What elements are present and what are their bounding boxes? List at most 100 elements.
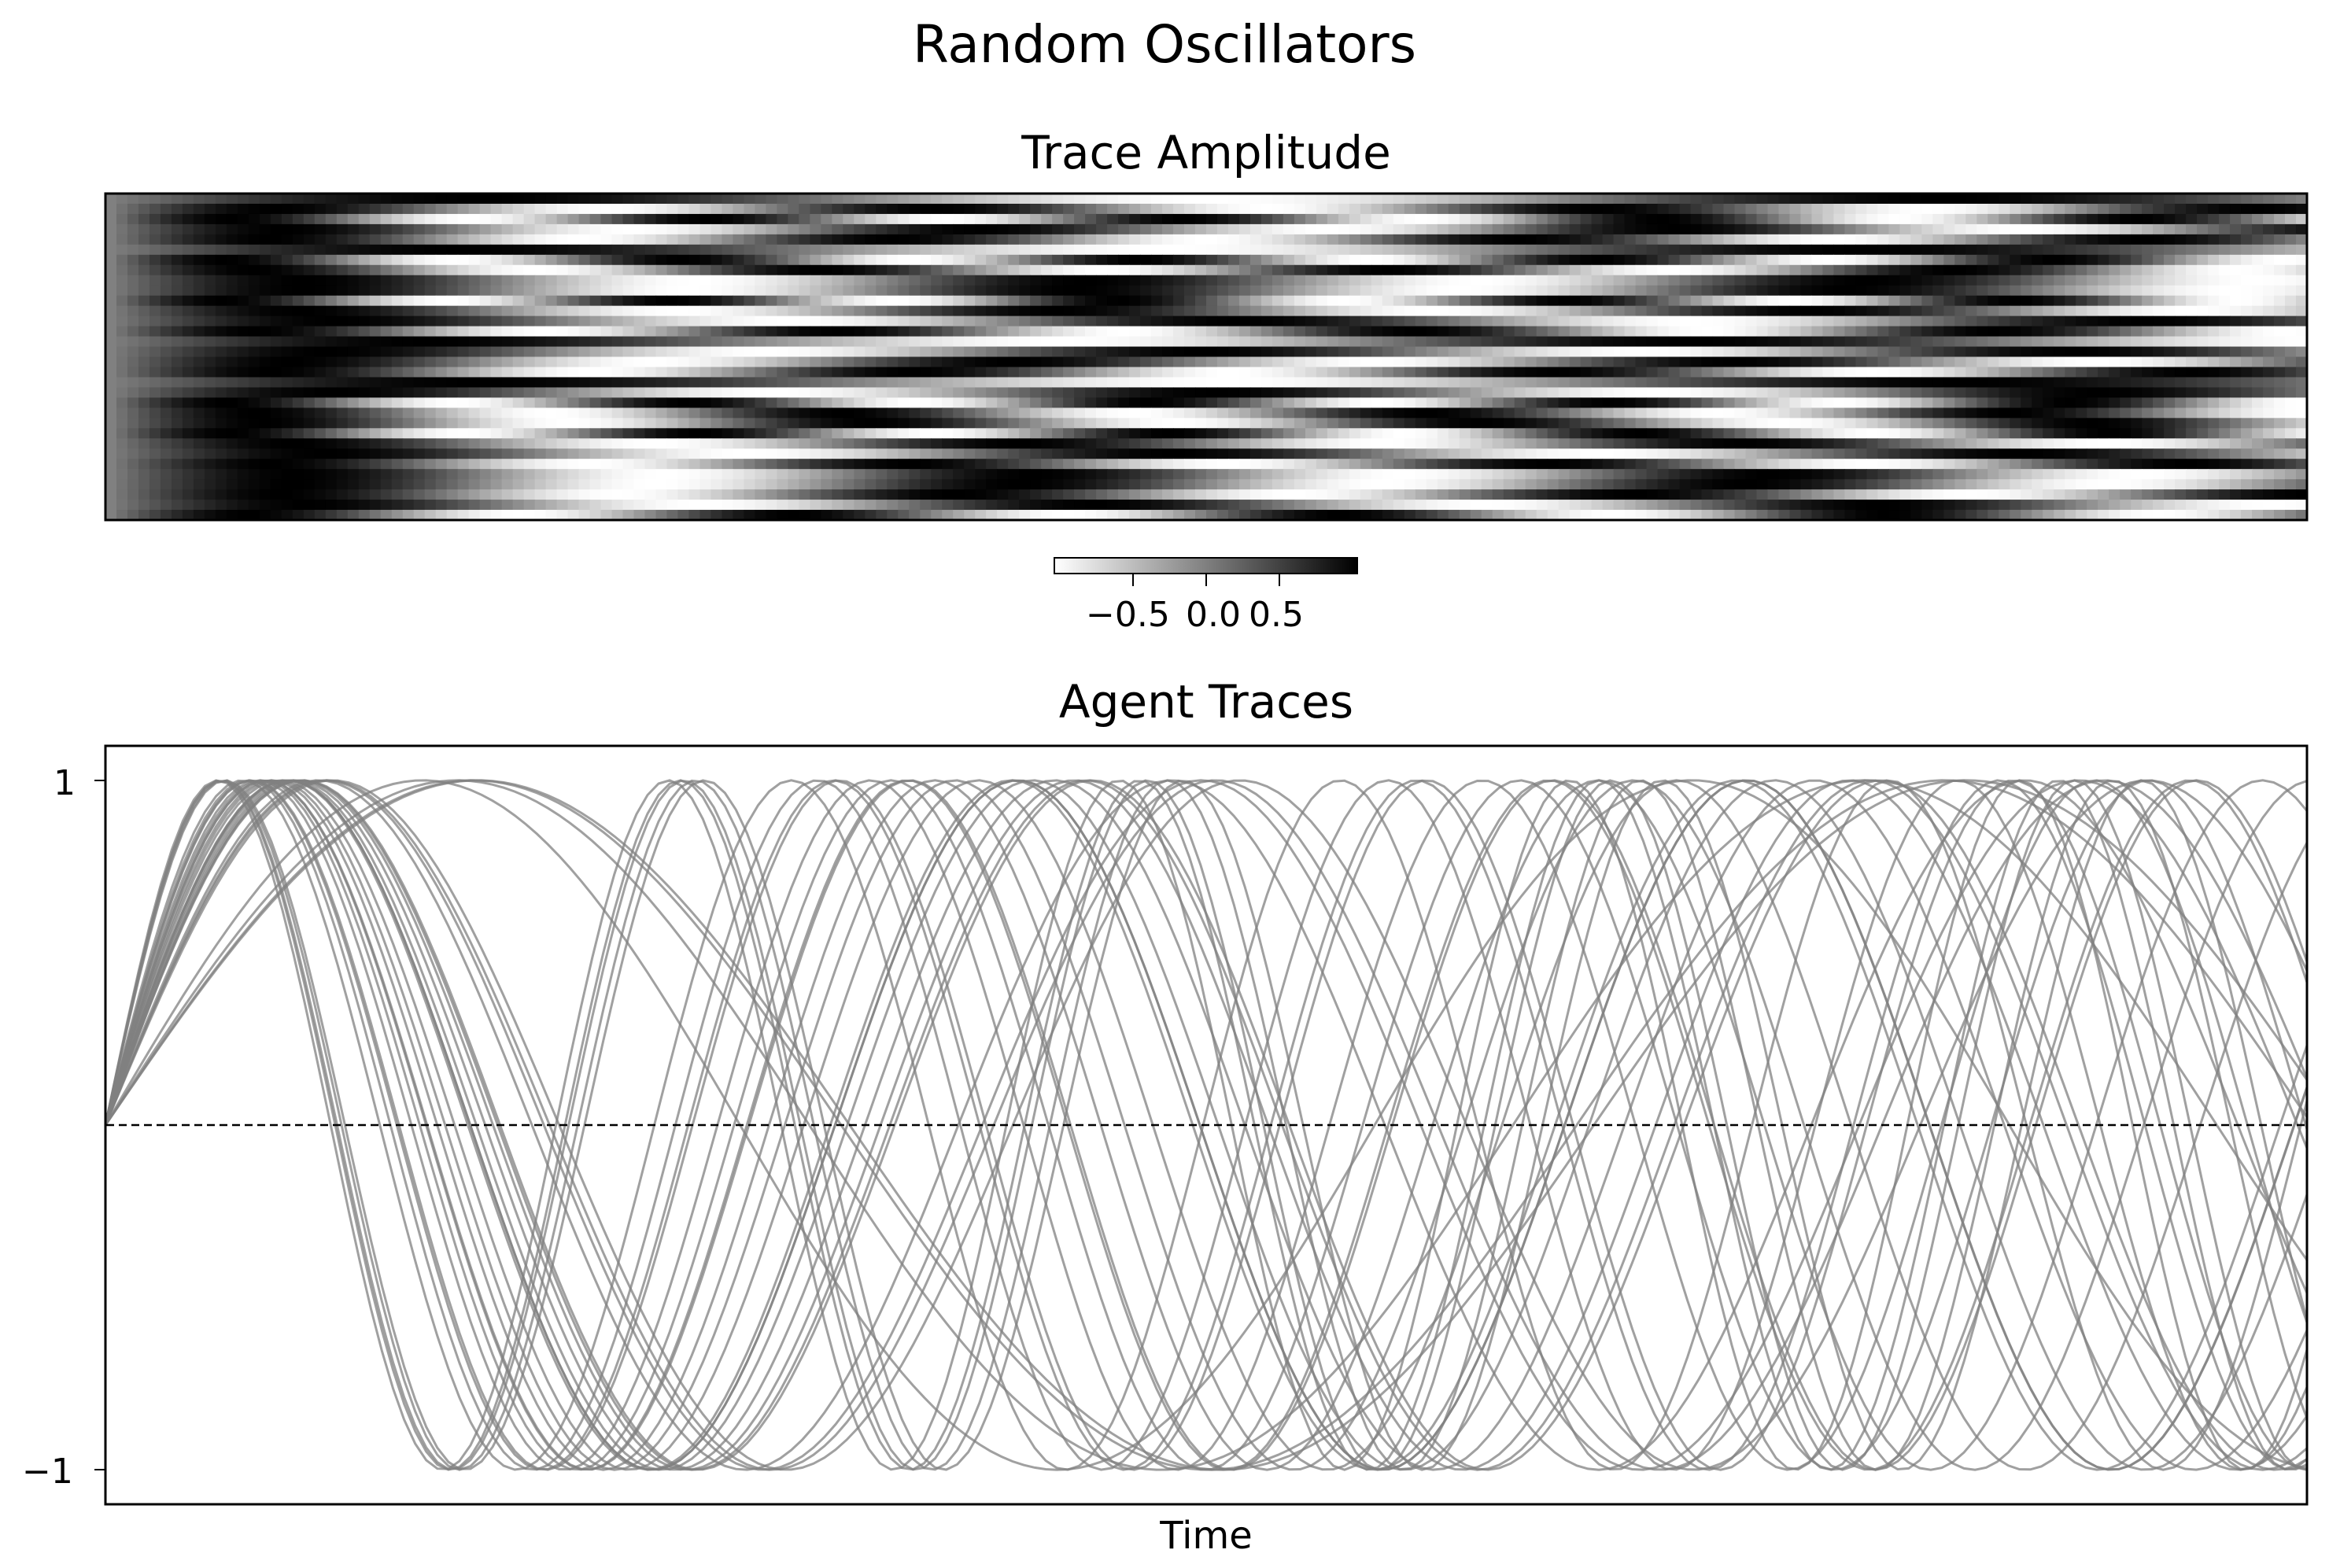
heatmap-cell bbox=[1547, 223, 1559, 235]
heatmap-cell bbox=[1591, 428, 1604, 439]
heatmap-cell bbox=[501, 264, 514, 276]
heatmap-cell bbox=[512, 397, 525, 408]
heatmap-cell bbox=[160, 387, 172, 398]
heatmap-cell bbox=[1547, 356, 1559, 368]
heatmap-cell bbox=[788, 367, 799, 378]
heatmap-cell bbox=[391, 244, 404, 256]
heatmap-cell bbox=[567, 234, 580, 245]
heatmap-cell bbox=[1459, 295, 1471, 307]
heatmap-cell bbox=[1767, 305, 1780, 317]
heatmap-cell bbox=[1977, 315, 1988, 327]
heatmap-cell bbox=[1712, 234, 1725, 245]
heatmap-cell bbox=[1415, 203, 1427, 215]
heatmap-cell bbox=[1844, 295, 1857, 307]
heatmap-cell bbox=[1305, 285, 1317, 297]
heatmap-cell bbox=[2043, 438, 2054, 449]
heatmap-cell bbox=[843, 295, 854, 307]
heatmap-cell bbox=[1437, 428, 1449, 439]
heatmap-cell bbox=[347, 377, 360, 389]
heatmap-cell bbox=[1260, 203, 1273, 215]
heatmap-cell bbox=[1327, 346, 1339, 358]
heatmap-cell bbox=[358, 428, 371, 439]
heatmap-cell bbox=[1921, 213, 1933, 225]
heatmap-cell bbox=[1965, 315, 1977, 327]
heatmap-cell bbox=[854, 264, 866, 276]
heatmap-cell bbox=[1459, 223, 1471, 235]
heatmap-cell bbox=[336, 367, 349, 378]
heatmap-cell bbox=[424, 397, 437, 408]
heatmap-cell bbox=[204, 275, 216, 286]
heatmap-cell bbox=[259, 387, 271, 398]
heatmap-cell bbox=[182, 295, 194, 307]
heatmap-cell bbox=[854, 315, 866, 327]
heatmap-cell bbox=[1712, 346, 1725, 358]
heatmap-cell bbox=[1162, 194, 1174, 205]
heatmap-cell bbox=[1316, 203, 1328, 215]
heatmap-cell bbox=[1437, 213, 1449, 225]
heatmap-cell bbox=[1932, 203, 1944, 215]
heatmap-cell bbox=[226, 408, 238, 419]
heatmap-cell bbox=[766, 223, 777, 235]
heatmap-cell bbox=[2263, 367, 2275, 378]
heatmap-cell bbox=[788, 346, 799, 358]
heatmap-cell bbox=[2043, 356, 2054, 368]
heatmap-cell bbox=[457, 234, 470, 245]
heatmap-cell bbox=[1988, 356, 1999, 368]
heatmap-cell bbox=[1503, 397, 1515, 408]
heatmap-cell bbox=[711, 377, 723, 389]
heatmap-cell bbox=[2120, 397, 2132, 408]
heatmap-cell bbox=[2296, 387, 2308, 398]
heatmap-cell bbox=[468, 223, 481, 235]
heatmap-cell bbox=[237, 223, 249, 235]
heatmap-cell bbox=[1260, 213, 1273, 225]
heatmap-cell bbox=[1547, 295, 1559, 307]
heatmap-cell bbox=[1888, 377, 1900, 389]
heatmap-cell bbox=[1492, 264, 1504, 276]
heatmap-cell bbox=[1988, 254, 1999, 266]
heatmap-cell bbox=[1844, 367, 1857, 378]
heatmap-cell bbox=[843, 428, 854, 439]
heatmap-cell bbox=[1756, 387, 1769, 398]
heatmap-cell bbox=[358, 213, 371, 225]
heatmap-cell bbox=[1668, 408, 1681, 419]
heatmap-cell bbox=[1690, 387, 1703, 398]
heatmap-cell bbox=[589, 305, 602, 317]
heatmap-cell bbox=[2021, 275, 2032, 286]
heatmap-cell bbox=[2087, 438, 2098, 449]
heatmap-cell bbox=[1107, 336, 1119, 348]
heatmap-cell bbox=[2131, 397, 2143, 408]
heatmap-cell bbox=[457, 356, 470, 368]
heatmap-cell bbox=[1238, 367, 1251, 378]
heatmap-cell bbox=[1481, 295, 1493, 307]
heatmap-cell bbox=[259, 418, 271, 429]
heatmap-cell bbox=[1767, 377, 1780, 389]
heatmap-cell bbox=[523, 356, 536, 368]
heatmap-cell bbox=[259, 438, 271, 449]
heatmap-cell bbox=[644, 285, 657, 297]
heatmap-cell bbox=[1305, 418, 1317, 429]
heatmap-cell bbox=[402, 264, 415, 276]
heatmap-cell bbox=[2076, 194, 2087, 205]
heatmap-cell bbox=[1206, 367, 1218, 378]
heatmap-cell bbox=[1206, 213, 1218, 225]
heatmap-cell bbox=[435, 285, 448, 297]
heatmap-cell bbox=[2296, 367, 2308, 378]
heatmap-cell bbox=[380, 254, 393, 266]
heatmap-cell bbox=[457, 203, 470, 215]
heatmap-cell bbox=[1525, 387, 1537, 398]
heatmap-cell bbox=[699, 275, 712, 286]
heatmap-cell bbox=[677, 397, 690, 408]
heatmap-cell bbox=[1481, 428, 1493, 439]
heatmap-cell bbox=[1811, 418, 1824, 429]
heatmap-cell bbox=[435, 377, 448, 389]
heatmap-cell bbox=[1140, 264, 1152, 276]
heatmap-cell bbox=[1921, 234, 1933, 245]
heatmap-cell bbox=[1977, 244, 1988, 256]
heatmap-cell bbox=[149, 213, 161, 225]
heatmap-cell bbox=[2219, 264, 2231, 276]
heatmap-cell bbox=[1734, 223, 1747, 235]
heatmap-cell bbox=[1690, 244, 1703, 256]
heatmap-cell bbox=[1734, 194, 1747, 205]
heatmap-cell bbox=[633, 346, 646, 358]
heatmap-cell bbox=[171, 203, 183, 215]
